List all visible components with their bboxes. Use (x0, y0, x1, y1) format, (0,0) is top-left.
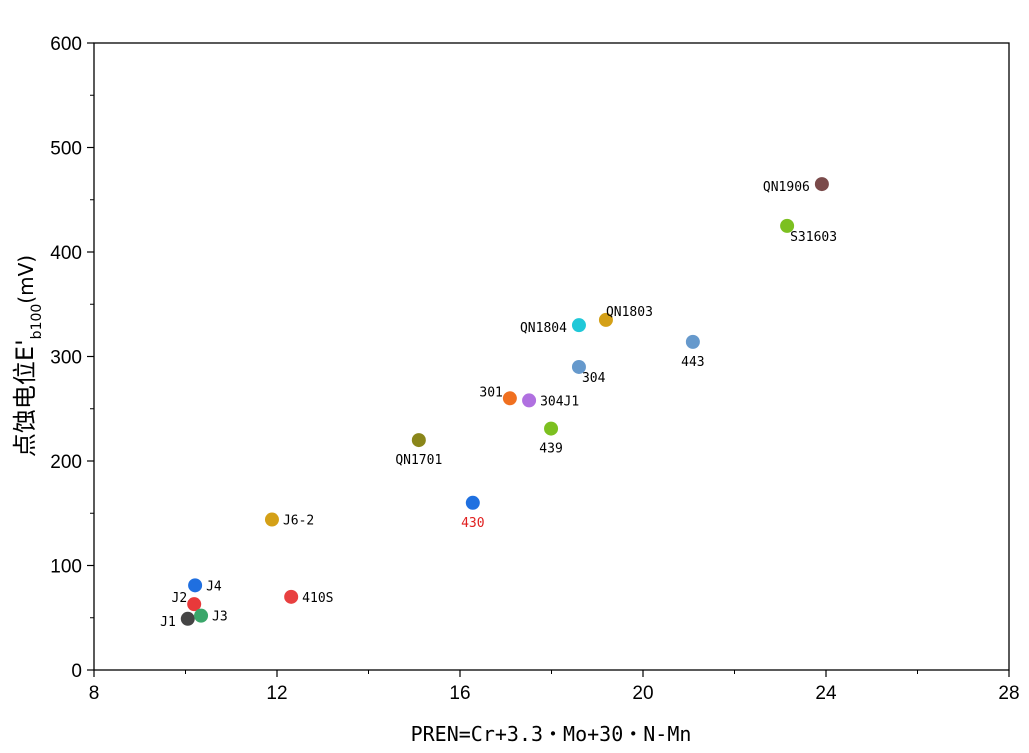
data-label: J6-2 (283, 514, 314, 529)
data-point-qn1701 (411, 433, 426, 448)
data-point-301 (502, 391, 517, 406)
y-tick-label: 200 (50, 452, 82, 473)
data-point-304j1 (522, 393, 537, 408)
data-label: QN1701 (395, 453, 442, 468)
data-point-j4 (188, 578, 203, 593)
data-point-qn1803 (598, 312, 613, 327)
data-point-304 (571, 359, 586, 374)
y-tick-label: 0 (71, 661, 82, 682)
data-label: 439 (539, 442, 562, 457)
x-tick-label: 20 (632, 683, 653, 704)
x-tick-label: 28 (998, 683, 1019, 704)
data-label: J1 (160, 615, 176, 630)
data-point-j2 (187, 597, 202, 612)
y-axis-label: 点蚀电位E'b100(mV) (11, 255, 45, 457)
data-point-j3 (194, 608, 209, 623)
x-tick-label: 16 (449, 683, 470, 704)
x-tick-label: 8 (89, 683, 100, 704)
data-point-qn1804 (571, 318, 586, 333)
data-label: 304 (582, 371, 606, 386)
data-label: J4 (206, 579, 222, 594)
x-tick-label: 12 (266, 683, 287, 704)
data-label: 430 (461, 516, 484, 531)
data-label: 410S (302, 591, 333, 606)
data-label: 443 (681, 355, 704, 370)
data-label: QN1803 (606, 305, 653, 320)
data-label: QN1804 (520, 321, 567, 336)
data-point-443 (685, 334, 700, 349)
x-tick-label: 24 (815, 683, 837, 704)
y-tick-label: 600 (50, 34, 82, 55)
data-point-j6-2 (264, 512, 279, 527)
x-axis-label: PREN=Cr+3.3・Mo+30・N-Mn (411, 722, 692, 746)
data-point-439 (544, 421, 559, 436)
plot-frame (93, 42, 1010, 671)
data-point-qn1906 (814, 177, 829, 192)
data-point-430 (465, 495, 480, 510)
data-point-j1 (180, 611, 195, 626)
y-tick-label: 300 (50, 348, 82, 369)
data-label: QN1906 (763, 180, 810, 195)
data-label: 304J1 (540, 394, 579, 409)
y-tick-label: 400 (50, 243, 82, 264)
data-label: 301 (479, 385, 502, 400)
data-label: S31603 (790, 230, 837, 245)
data-point-s31603 (780, 218, 795, 233)
data-label: J2 (172, 591, 188, 606)
data-point-410s (284, 589, 299, 604)
data-label: J3 (212, 610, 228, 625)
y-tick-label: 500 (50, 139, 82, 160)
y-tick-label: 100 (50, 557, 82, 578)
